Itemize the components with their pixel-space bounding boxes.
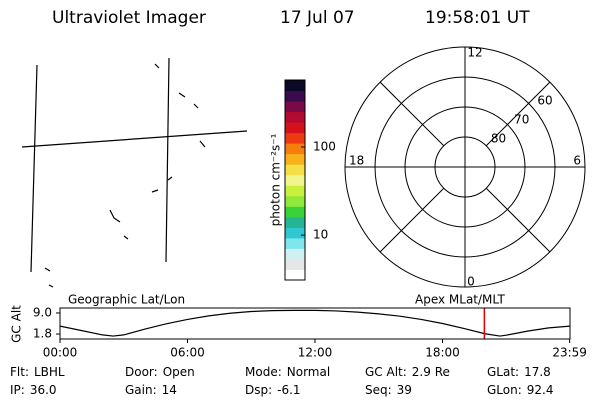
colorbar-swatch xyxy=(285,122,305,134)
y-tick-label: 9.0 xyxy=(33,305,52,319)
status-value: 92.4 xyxy=(527,383,554,397)
status-item: Flt: LBHL xyxy=(10,365,65,379)
status-label: IP: xyxy=(10,383,25,397)
status-value: LBHL xyxy=(34,365,65,379)
status-label: Door: xyxy=(125,365,158,379)
status-value: 2.9 Re xyxy=(412,365,450,379)
status-value: -6.1 xyxy=(277,383,300,397)
x-tick-label: 23:59 xyxy=(552,346,587,360)
status-value: 39 xyxy=(397,383,412,397)
colorbar-swatch xyxy=(285,206,305,218)
x-tick-label: 00:00 xyxy=(43,346,78,360)
colorbar-swatch xyxy=(285,195,305,207)
status-item: Dsp: -6.1 xyxy=(245,383,301,397)
title: Ultraviolet Imager xyxy=(52,8,206,28)
status-item: Mode: Normal xyxy=(245,365,330,379)
plot-right-title: Apex MLat/MLT xyxy=(415,293,505,307)
geographic-map xyxy=(21,57,248,288)
status-value: Normal xyxy=(287,365,330,379)
status-item: Door: Open xyxy=(125,365,195,379)
polar-diagonal xyxy=(379,187,445,253)
colorbar-frame xyxy=(284,79,306,281)
status-value: 17.8 xyxy=(524,365,551,379)
time: 19:58:01 UT xyxy=(425,8,530,28)
status-label: Flt: xyxy=(10,365,29,379)
colorbar-label: photon cm⁻²s⁻¹ xyxy=(269,133,283,226)
colorbar-swatch xyxy=(285,164,305,176)
polar-diagonal xyxy=(485,187,551,253)
colorbar-swatch xyxy=(285,153,305,165)
colorbar-swatch xyxy=(285,90,305,102)
polar-ring-label: 60 xyxy=(537,94,552,108)
status-item: IP: 36.0 xyxy=(10,383,57,397)
polar-hour-label: 0 xyxy=(467,275,475,289)
status-label: Gain: xyxy=(125,383,157,397)
colorbar-swatch xyxy=(285,269,305,281)
x-tick-label: 06:00 xyxy=(170,346,205,360)
status-value: 36.0 xyxy=(30,383,57,397)
colorbar-swatch xyxy=(285,227,305,239)
status-label: GLat: xyxy=(487,365,519,379)
x-tick-label: 12:00 xyxy=(298,346,333,360)
status-value: Open xyxy=(163,365,195,379)
colorbar-swatch xyxy=(285,143,305,155)
status-item: GLat: 17.8 xyxy=(487,365,551,379)
y-tick-label: 1.8 xyxy=(33,327,52,341)
colorbar-swatch xyxy=(285,237,305,249)
status-item: GLon: 92.4 xyxy=(487,383,553,397)
polar-diagonal xyxy=(485,81,551,147)
status-label: Mode: xyxy=(245,365,282,379)
polar-ring-label: 80 xyxy=(491,132,506,146)
colorbar-tick-label: 10 xyxy=(313,228,328,242)
y-axis-label: GC Alt xyxy=(10,305,24,343)
colorbar-swatch xyxy=(285,80,305,92)
colorbar-swatch xyxy=(285,248,305,260)
date: 17 Jul 07 xyxy=(280,8,355,28)
polar-ring-label: 70 xyxy=(514,113,529,127)
colorbar-swatch xyxy=(285,111,305,123)
colorbar-swatch xyxy=(285,174,305,186)
polar-hour-label: 18 xyxy=(349,154,364,168)
polar-diagonal xyxy=(379,81,445,147)
colorbar-swatch xyxy=(285,132,305,144)
colorbar-swatch xyxy=(285,101,305,113)
status-label: Dsp: xyxy=(245,383,272,397)
plot-frame xyxy=(59,307,571,340)
status-item: GC Alt: 2.9 Re xyxy=(365,365,450,379)
colorbar-swatch xyxy=(285,185,305,197)
x-tick-label: 18:00 xyxy=(425,346,460,360)
colorbar-tick-label: 100 xyxy=(313,139,336,153)
status-label: GC Alt: xyxy=(365,365,407,379)
altitude-line xyxy=(59,309,571,337)
colorbar-swatch xyxy=(285,216,305,228)
polar-hour-label: 6 xyxy=(573,154,581,168)
colorbar-swatch xyxy=(285,258,305,270)
status-item: Seq: 39 xyxy=(365,383,412,397)
status-value: 14 xyxy=(162,383,177,397)
status-label: GLon: xyxy=(487,383,522,397)
polar-hour-label: 12 xyxy=(467,46,482,60)
status-label: Seq: xyxy=(365,383,392,397)
status-item: Gain: 14 xyxy=(125,383,177,397)
plot-left-title: Geographic Lat/Lon xyxy=(68,293,185,307)
